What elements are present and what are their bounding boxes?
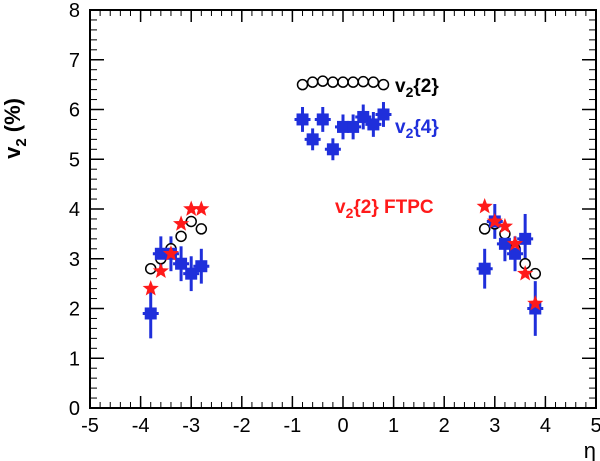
x-tick-label: 1 <box>388 415 399 437</box>
data-point-circle <box>377 78 390 91</box>
data-point-circle <box>529 267 542 280</box>
data-point-square <box>377 108 390 121</box>
data-point-square <box>154 247 167 260</box>
legend-label-v2-4: v2{4} <box>395 117 439 141</box>
x-tick-label: 3 <box>489 415 500 437</box>
data-point-square <box>509 247 522 260</box>
x-tick-label: 4 <box>540 415 551 437</box>
data-point-star <box>517 265 534 281</box>
data-point-square <box>347 120 360 133</box>
data-point-circle <box>367 76 380 88</box>
data-point-circle <box>306 76 319 88</box>
error-bars <box>142 102 544 339</box>
data-point-square <box>478 262 491 275</box>
axes: -5 -4 -3 -2 -1 0 1 2 3 4 5 0 1 2 3 4 5 6 7 8 <box>69 0 600 437</box>
data-point-square <box>175 257 188 270</box>
data-point-circle <box>357 75 369 88</box>
x-tick-label: -2 <box>233 415 251 437</box>
y-axis-label: v2 (%) <box>0 98 30 159</box>
y-tick-label: 2 <box>69 299 80 321</box>
x-tick-label: -1 <box>284 415 302 437</box>
data-point-square <box>316 113 329 126</box>
y-tick-label: 0 <box>69 398 80 420</box>
data-point-square <box>357 110 370 123</box>
data-point-circle <box>317 75 329 87</box>
legend-label-v2-2: v2{2} <box>395 76 439 100</box>
x-tick-label: -4 <box>132 415 150 437</box>
data-point-square <box>306 133 319 146</box>
data-point-circle <box>195 223 208 235</box>
data-point-star <box>142 280 159 296</box>
data-point-square <box>296 113 309 126</box>
data-point-star <box>496 217 513 234</box>
data-point-star <box>486 212 503 229</box>
y-tick-label: 8 <box>69 0 80 22</box>
data-point-square <box>195 260 208 273</box>
x-axis-label: η <box>584 438 596 461</box>
data-point-star <box>476 198 493 214</box>
y-tick-label: 7 <box>69 50 80 72</box>
data-point-star <box>173 215 190 231</box>
data-point-circle <box>296 78 309 91</box>
data-point-star <box>527 295 544 311</box>
data-point-circle <box>175 230 187 243</box>
x-tick-label: -3 <box>182 415 200 437</box>
data-point-circle <box>337 76 349 88</box>
data-point-square <box>185 267 198 280</box>
data-point-square <box>337 120 349 133</box>
data-point-star <box>162 245 180 261</box>
x-tick-label: 2 <box>439 415 450 437</box>
y-tick-label: 5 <box>69 149 80 171</box>
data-point-square <box>144 307 157 320</box>
data-point-circle <box>478 223 491 235</box>
x-tick-label: 0 <box>337 415 348 437</box>
data-point-star <box>193 200 210 216</box>
y-tick-label: 6 <box>69 100 80 122</box>
data-point-square <box>326 143 339 156</box>
y-tick-label: 3 <box>69 249 80 271</box>
data-point-square <box>519 232 532 245</box>
legend-label-v2-2-ftpc: v2{2} FTPC <box>335 197 434 221</box>
data-point-square <box>367 118 380 131</box>
data-point-star <box>152 262 169 279</box>
y-tick-label: 4 <box>69 199 80 221</box>
data-point-square <box>498 237 511 250</box>
x-tick-label: 5 <box>590 415 600 437</box>
y-tick-label: 1 <box>69 348 80 370</box>
data-point-star <box>183 200 200 216</box>
data-point-circle <box>347 76 359 88</box>
x-tick-label: -5 <box>81 415 99 437</box>
legend: v2{2} v2{4} v2{2} FTPC <box>335 76 439 221</box>
data-point-circle <box>327 76 339 88</box>
data-point-star <box>506 235 524 251</box>
data-markers <box>142 75 544 320</box>
